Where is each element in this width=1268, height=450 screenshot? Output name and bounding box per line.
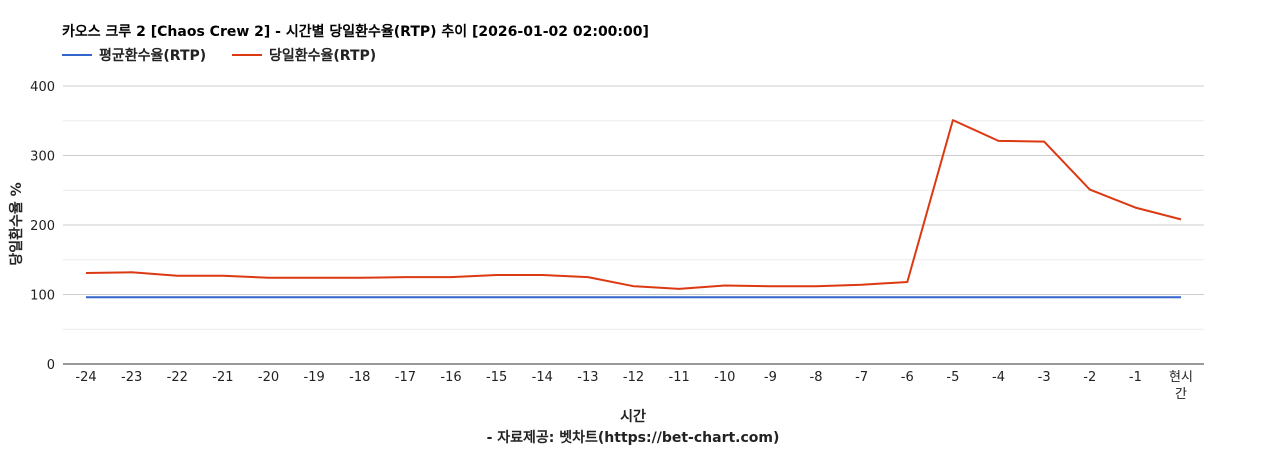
- x-tick-label: -21: [212, 370, 233, 385]
- data-point[interactable]: [445, 291, 457, 303]
- data-point[interactable]: [80, 267, 92, 279]
- data-point[interactable]: [445, 271, 457, 283]
- x-tick-label: -2: [1083, 370, 1096, 385]
- source-credit: - 자료제공: 벳차트(https://bet-chart.com): [487, 429, 780, 446]
- x-tick-label: -24: [75, 370, 96, 385]
- chart-title: 카오스 크루 2 [Chaos Crew 2] - 시간별 당일환수율(RTP)…: [62, 23, 649, 40]
- legend: 평균환수율(RTP) 당일환수율(RTP): [62, 47, 376, 64]
- data-point[interactable]: [536, 291, 548, 303]
- data-point[interactable]: [217, 270, 229, 282]
- legend-item-daily[interactable]: 당일환수율(RTP): [232, 47, 376, 64]
- x-tick-label: -18: [349, 370, 370, 385]
- y-tick-label: 400: [30, 80, 55, 95]
- data-point[interactable]: [993, 291, 1005, 303]
- y-tick-label: 200: [30, 219, 55, 234]
- x-tick-label: -8: [810, 370, 823, 385]
- data-point[interactable]: [764, 280, 776, 292]
- x-tick-label: -22: [167, 370, 188, 385]
- y-tick-label: 300: [30, 150, 55, 165]
- gridlines: [63, 85, 1204, 330]
- data-point[interactable]: [993, 135, 1005, 147]
- data-point[interactable]: [171, 270, 183, 282]
- x-tick-label: -20: [258, 370, 279, 385]
- data-point[interactable]: [719, 279, 731, 291]
- data-point[interactable]: [1129, 202, 1141, 214]
- x-tick-label: -14: [532, 370, 553, 385]
- legend-label-daily: 당일환수율(RTP): [269, 47, 376, 64]
- x-tick-label: -4: [992, 370, 1005, 385]
- x-tick-label: -11: [669, 370, 690, 385]
- data-point[interactable]: [1175, 291, 1187, 303]
- data-point[interactable]: [1038, 136, 1050, 148]
- x-axis-title: 시간: [620, 408, 646, 425]
- data-point[interactable]: [810, 280, 822, 292]
- y-tick-label: 0: [47, 358, 55, 373]
- data-point[interactable]: [764, 291, 776, 303]
- data-point[interactable]: [628, 291, 640, 303]
- data-point[interactable]: [582, 271, 594, 283]
- data-point[interactable]: [263, 291, 275, 303]
- data-point[interactable]: [947, 114, 959, 126]
- x-tick-label: -17: [395, 370, 416, 385]
- legend-item-avg[interactable]: 평균환수율(RTP): [62, 47, 206, 64]
- x-tick-label: -5: [946, 370, 959, 385]
- data-point[interactable]: [491, 291, 503, 303]
- x-tick-label: -13: [577, 370, 598, 385]
- data-point[interactable]: [308, 272, 320, 284]
- data-point[interactable]: [673, 283, 685, 295]
- data-point[interactable]: [901, 291, 913, 303]
- x-tick-label: -12: [623, 370, 644, 385]
- data-point[interactable]: [1038, 291, 1050, 303]
- x-tick-label: 현시 간: [1169, 370, 1193, 402]
- data-point[interactable]: [810, 291, 822, 303]
- data-point[interactable]: [628, 280, 640, 292]
- data-point[interactable]: [217, 291, 229, 303]
- data-point[interactable]: [719, 291, 731, 303]
- series-line-1: [85, 119, 1182, 290]
- series-layer: [80, 114, 1187, 303]
- data-point[interactable]: [308, 291, 320, 303]
- x-tick-label: -7: [855, 370, 868, 385]
- data-point[interactable]: [582, 291, 594, 303]
- data-point[interactable]: [399, 291, 411, 303]
- data-point[interactable]: [856, 279, 868, 291]
- data-point[interactable]: [1084, 184, 1096, 196]
- x-tick-label: -1: [1129, 370, 1142, 385]
- x-tick-label: -9: [764, 370, 777, 385]
- data-point[interactable]: [947, 291, 959, 303]
- x-tick-label: -6: [901, 370, 914, 385]
- x-tick-label: -19: [304, 370, 325, 385]
- legend-label-avg: 평균환수율(RTP): [99, 47, 206, 64]
- data-point[interactable]: [856, 291, 868, 303]
- data-point[interactable]: [1084, 291, 1096, 303]
- data-point[interactable]: [263, 272, 275, 284]
- x-tick-label: -16: [440, 370, 461, 385]
- y-axis-title: 당일환수율 %: [8, 182, 25, 265]
- data-point[interactable]: [126, 266, 138, 278]
- x-tick-label: -10: [714, 370, 735, 385]
- y-axis-ticks: 0 100 200 300 400: [30, 80, 55, 373]
- data-point[interactable]: [901, 276, 913, 288]
- data-point[interactable]: [399, 271, 411, 283]
- x-tick-label: -3: [1038, 370, 1051, 385]
- data-point[interactable]: [354, 272, 366, 284]
- data-point[interactable]: [126, 291, 138, 303]
- data-point[interactable]: [536, 269, 548, 281]
- y-tick-label: 100: [30, 289, 55, 304]
- x-axis-ticks: -24 -23 -22 -21 -20 -19 -18 -17 -16 -15 -14 -13 -12 -…: [75, 370, 1193, 402]
- data-point[interactable]: [80, 291, 92, 303]
- x-tick-label: -15: [486, 370, 507, 385]
- data-point[interactable]: [491, 269, 503, 281]
- data-point[interactable]: [171, 291, 183, 303]
- data-point[interactable]: [354, 291, 366, 303]
- x-tick-label: -23: [121, 370, 142, 385]
- data-point[interactable]: [1129, 291, 1141, 303]
- data-point[interactable]: [1175, 213, 1187, 225]
